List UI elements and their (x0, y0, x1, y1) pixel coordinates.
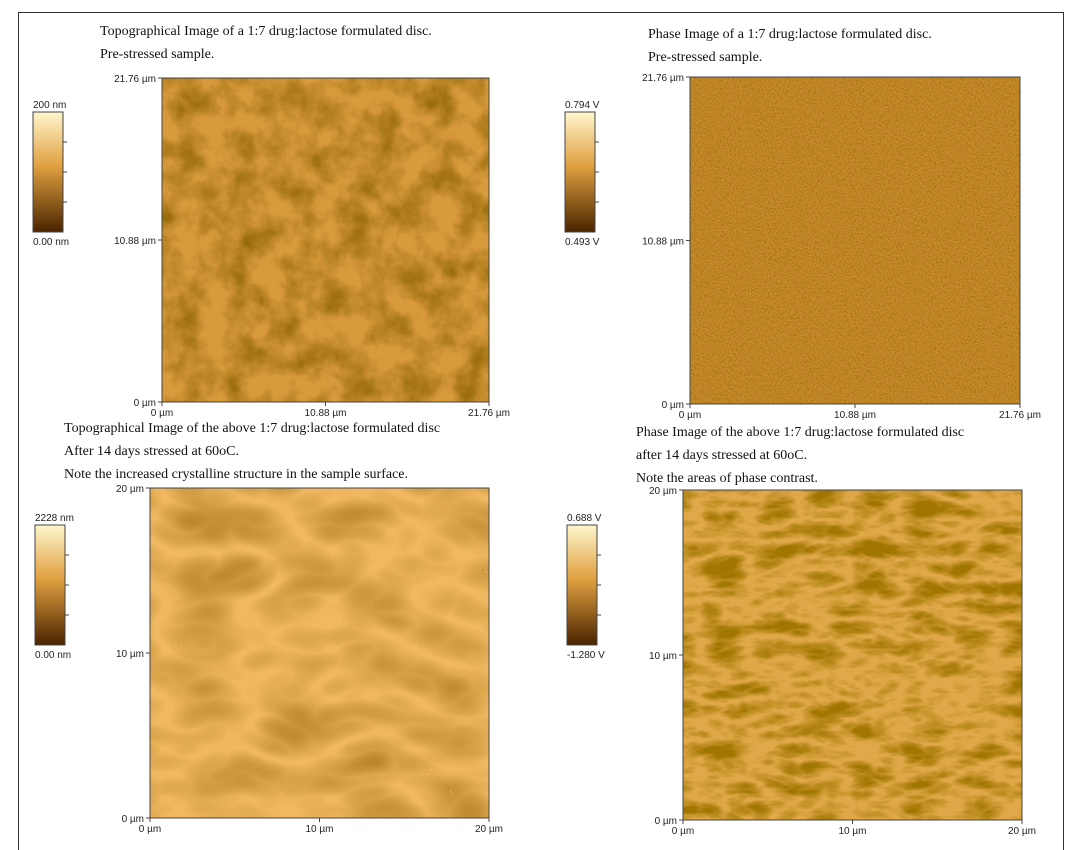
afm-texture (150, 488, 489, 818)
y-tick-label: 10 µm (649, 651, 677, 662)
caption-line: After 14 days stressed at 60oC. (64, 444, 239, 459)
color-scale (567, 525, 597, 645)
x-tick-label: 21.76 µm (468, 408, 510, 419)
caption-line: Note the areas of phase contrast. (636, 471, 818, 486)
y-tick-label: 20 µm (116, 484, 144, 495)
scale-min: 0.00 nm (33, 237, 69, 248)
scale-min: -1.280 V (567, 650, 605, 661)
caption-line: Pre-stressed sample. (100, 47, 214, 62)
caption-line: Topographical Image of the above 1:7 dru… (64, 421, 440, 436)
x-tick-label: 0 µm (139, 824, 161, 835)
caption-line: Topographical Image of a 1:7 drug:lactos… (100, 24, 432, 39)
y-tick-label: 21.76 µm (642, 73, 684, 84)
x-tick-label: 10.88 µm (834, 410, 876, 421)
color-scale (35, 525, 65, 645)
scale-max: 0.688 V (567, 513, 602, 524)
x-tick-label: 0 µm (679, 410, 701, 421)
afm-texture (690, 77, 1020, 404)
caption-line: Phase Image of a 1:7 drug:lactose formul… (648, 27, 932, 42)
color-scale (33, 112, 63, 232)
x-tick-label: 10 µm (306, 824, 334, 835)
scale-max: 200 nm (33, 100, 66, 111)
scale-max: 2228 nm (35, 513, 74, 524)
scale-min: 0.493 V (565, 237, 600, 248)
x-tick-label: 20 µm (475, 824, 503, 835)
scale-max: 0.794 V (565, 100, 600, 111)
x-tick-label: 0 µm (672, 826, 694, 837)
x-tick-label: 10 µm (839, 826, 867, 837)
x-tick-label: 20 µm (1008, 826, 1036, 837)
color-scale (565, 112, 595, 232)
y-tick-label: 20 µm (649, 486, 677, 497)
y-tick-label: 10.88 µm (114, 236, 156, 247)
y-tick-label: 10 µm (116, 649, 144, 660)
figure: Topographical Image of a 1:7 drug:lactos… (0, 0, 1075, 850)
x-tick-label: 0 µm (151, 408, 173, 419)
afm-texture (683, 490, 1022, 820)
scale-min: 0.00 nm (35, 650, 71, 661)
caption-line: Pre-stressed sample. (648, 50, 762, 65)
x-tick-label: 10.88 µm (305, 408, 347, 419)
caption-line: Note the increased crystalline structure… (64, 467, 408, 482)
y-tick-label: 10.88 µm (642, 237, 684, 248)
y-tick-label: 21.76 µm (114, 74, 156, 85)
caption-line: after 14 days stressed at 60oC. (636, 448, 807, 463)
x-tick-label: 21.76 µm (999, 410, 1041, 421)
caption-line: Phase Image of the above 1:7 drug:lactos… (636, 425, 964, 440)
afm-texture (162, 78, 489, 402)
